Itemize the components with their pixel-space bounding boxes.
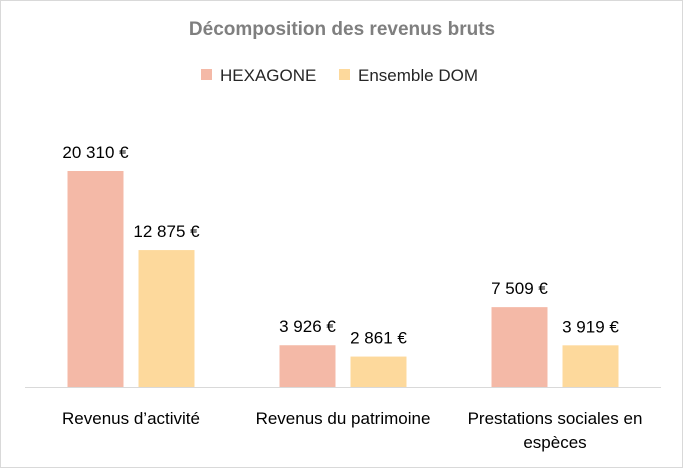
category-label-1: Revenus du patrimoine <box>256 409 431 428</box>
chart-title: Décomposition des revenus bruts <box>189 19 495 40</box>
bar-ensemble-dom-2 <box>562 345 619 387</box>
data-label-hexagone-0: 20 310 € <box>62 143 129 162</box>
legend-label-hexagone: HEXAGONE <box>220 66 316 85</box>
data-label-hexagone-2: 7 509 € <box>491 279 548 298</box>
data-label-ensemble-dom-1: 2 861 € <box>350 329 407 348</box>
category-label-0: Revenus d’activité <box>62 409 200 428</box>
data-label-ensemble-dom-2: 3 919 € <box>562 317 619 336</box>
data-label-ensemble-dom-0: 12 875 € <box>133 222 200 241</box>
bar-hexagone-0 <box>67 171 124 387</box>
bar-ensemble-dom-1 <box>350 356 407 387</box>
category-label-2: Prestations sociales en <box>468 409 643 428</box>
plot-area: 20 310 € 12 875 € Revenus d’activité 3 926 … <box>25 143 661 452</box>
legend-swatch-ensemble-dom <box>339 69 350 80</box>
bar-ensemble-dom-0 <box>138 250 195 387</box>
bar-hexagone-2 <box>491 307 548 387</box>
data-label-hexagone-1: 3 926 € <box>279 317 336 336</box>
category-label-2-line-1: espèces <box>523 433 586 452</box>
legend-label-ensemble-dom: Ensemble DOM <box>358 66 478 85</box>
legend: HEXAGONE Ensemble DOM <box>201 66 478 85</box>
bar-hexagone-1 <box>279 345 336 387</box>
legend-swatch-hexagone <box>201 69 212 80</box>
